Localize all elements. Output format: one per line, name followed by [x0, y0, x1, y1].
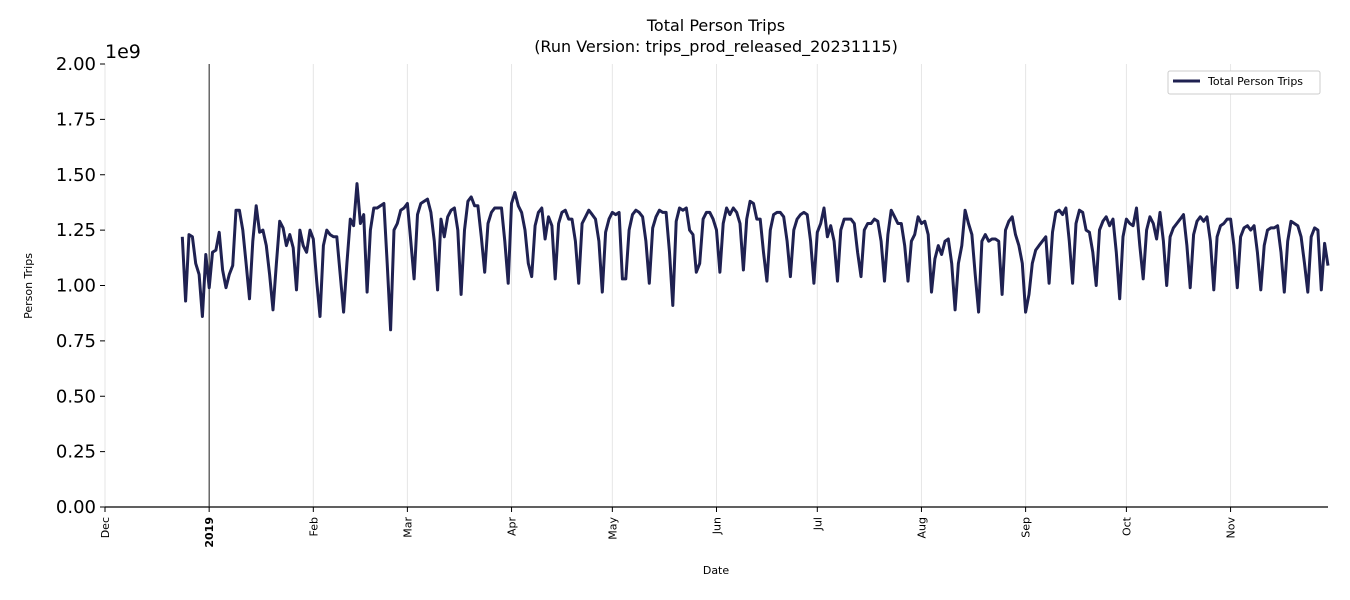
x-tick-label: Feb — [307, 517, 320, 536]
legend: Total Person Trips — [1167, 70, 1321, 95]
x-tick-label: Jul — [811, 517, 824, 531]
y-tick-label: 1.50 — [56, 165, 96, 186]
y-tick-label: 0.75 — [56, 331, 96, 352]
x-tick-label: Apr — [506, 517, 519, 537]
x-tick-label: Jun — [711, 517, 724, 535]
x-axis-label: Date — [703, 564, 730, 577]
y-tick-label: 0.25 — [56, 442, 96, 463]
y-tick-label: 0.00 — [56, 497, 96, 518]
y-tick-label: 1.75 — [56, 109, 96, 130]
x-tick-label: May — [606, 517, 619, 540]
chart-title: Total Person Trips — [646, 16, 785, 35]
x-tick-label: Dec — [99, 517, 112, 538]
x-tick-label: Aug — [915, 517, 928, 538]
y-axis-label: Person Trips — [22, 253, 35, 319]
legend-box — [1167, 70, 1321, 95]
y-tick-label: 1.25 — [56, 220, 96, 241]
x-axis: Dec 2019 Feb Mar Apr May Jun Jul Aug Sep Oct Nov — [99, 507, 1238, 548]
y-offset-label: 1e9 — [105, 41, 141, 63]
legend-label: Total Person Trips — [1207, 75, 1303, 88]
x-tick-label: 2019 — [203, 517, 216, 548]
y-tick-label: 2.00 — [56, 54, 96, 75]
x-tick-label: Sep — [1020, 517, 1033, 538]
chart-subtitle: (Run Version: trips_prod_released_202311… — [534, 37, 898, 57]
y-tick-label: 1.00 — [56, 276, 96, 297]
x-tick-label: Oct — [1120, 516, 1133, 536]
x-tick-label: Nov — [1225, 517, 1238, 539]
series-line-total-person-trips — [180, 182, 1330, 332]
x-tick-label: Mar — [401, 517, 414, 538]
y-axis: 0.00 0.25 0.50 0.75 1.00 1.25 1.50 1.75 2.00 — [56, 54, 105, 518]
y-tick-label: 0.50 — [56, 386, 96, 407]
